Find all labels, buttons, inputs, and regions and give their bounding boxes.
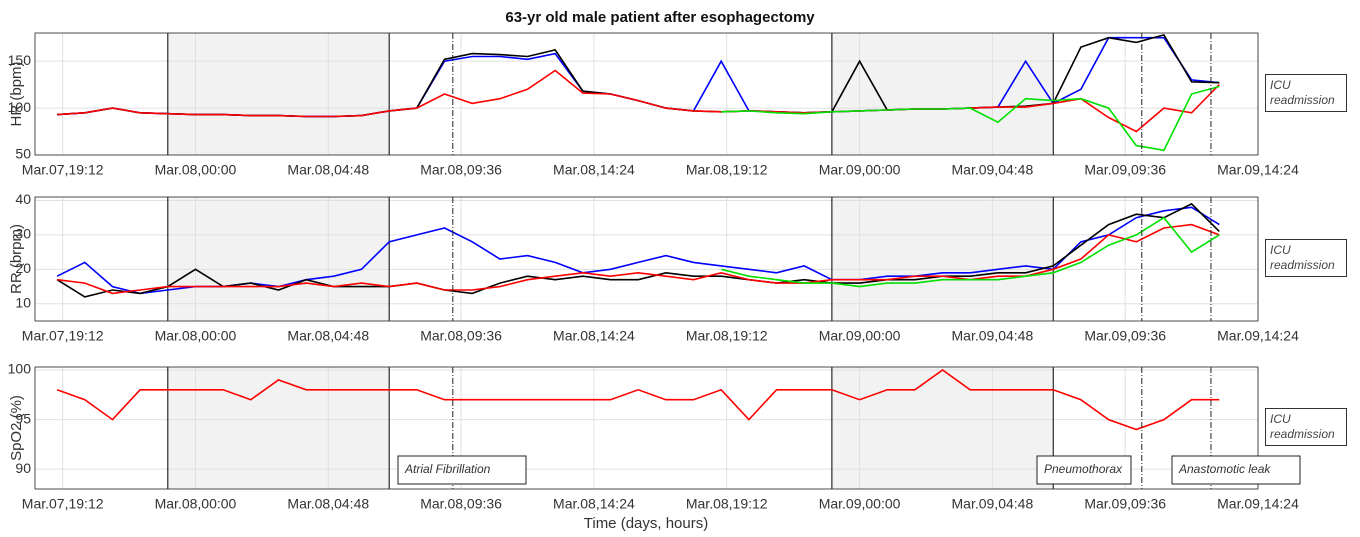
y-tick-label: 20 (15, 260, 31, 276)
x-tick-label: Mar.08,09:36 (420, 328, 502, 344)
x-tick-label: Mar.08,00:00 (155, 328, 237, 344)
y-tick-label: 50 (15, 146, 31, 162)
night-shade (831, 197, 1054, 321)
x-tick-label: Mar.08,19:12 (686, 496, 768, 512)
night-shade (831, 367, 1054, 489)
x-tick-label: Mar.08,00:00 (155, 496, 237, 512)
side-note: ICU readmission (1265, 74, 1347, 112)
series-line (721, 85, 1220, 152)
x-tick-label: Mar.07,19:12 (22, 328, 104, 344)
y-axis-label: SpO2 (%) (8, 395, 25, 461)
x-tick-label: Mar.09,04:48 (952, 328, 1034, 344)
x-tick-label: Mar.08,09:36 (420, 162, 502, 178)
night-shade (831, 33, 1054, 155)
plot-frame (34, 32, 1259, 156)
y-tick-label: 150 (8, 52, 32, 68)
chart-title: 63-yr old male patient after esophagecto… (505, 9, 815, 26)
x-tick-label: Mar.08,14:24 (553, 496, 635, 512)
series-line (56, 202, 1220, 298)
x-tick-label: Mar.08,00:00 (155, 162, 237, 178)
x-tick-label: Mar.09,00:00 (819, 496, 901, 512)
x-tick-label: Mar.08,19:12 (686, 162, 768, 178)
x-tick-label: Mar.09,14:24 (1217, 328, 1299, 344)
annotation-box (397, 455, 527, 485)
x-tick-label: Mar.08,14:24 (553, 328, 635, 344)
x-tick-label: Mar.09,00:00 (819, 162, 901, 178)
x-tick-label: Mar.08,04:48 (287, 162, 369, 178)
x-tick-label: Mar.09,00:00 (819, 328, 901, 344)
y-tick-label: 100 (8, 361, 32, 377)
y-axis-label: RR (brpm) (8, 224, 25, 294)
side-note: ICU readmission (1265, 408, 1347, 446)
x-tick-label: Mar.07,19:12 (22, 496, 104, 512)
x-tick-label: Mar.07,19:12 (22, 162, 104, 178)
x-tick-label: Mar.08,14:24 (553, 162, 635, 178)
night-shade (167, 367, 390, 489)
x-tick-label: Mar.09,14:24 (1217, 162, 1299, 178)
annotation-box (1171, 455, 1301, 485)
series-line (56, 369, 1220, 431)
x-tick-label: Mar.09,04:48 (952, 496, 1034, 512)
night-shade (167, 33, 390, 155)
y-tick-label: 10 (15, 294, 31, 310)
y-tick-label: 100 (8, 99, 32, 115)
x-tick-label: Mar.09,09:36 (1084, 162, 1166, 178)
annotation: Pneumothorax (1044, 462, 1123, 476)
x-tick-label: Mar.09,04:48 (952, 162, 1034, 178)
plot-frame (34, 366, 1259, 490)
series-line (57, 69, 1220, 133)
annotation-box (1036, 455, 1132, 485)
side-note: ICU readmission (1265, 239, 1347, 277)
y-tick-label: 90 (15, 460, 31, 476)
x-tick-label: Mar.08,04:48 (287, 496, 369, 512)
x-tick-label: Mar.08,09:36 (420, 496, 502, 512)
y-tick-label: 30 (15, 226, 31, 242)
y-axis-label: HR (bpm) (8, 61, 25, 126)
y-tick-label: 40 (15, 191, 31, 207)
x-tick-label: Mar.09,09:36 (1084, 328, 1166, 344)
plot-frame (34, 196, 1259, 322)
x-tick-label: Mar.09,14:24 (1217, 496, 1299, 512)
x-axis-label: Time (days, hours) (584, 515, 708, 532)
x-tick-label: Mar.08,19:12 (686, 328, 768, 344)
y-tick-label: 95 (15, 410, 31, 426)
annotation: Atrial Fibrillation (404, 462, 491, 476)
annotation: Anastomotic leak (1178, 462, 1271, 476)
x-tick-label: Mar.09,09:36 (1084, 496, 1166, 512)
series-line (721, 216, 1220, 288)
night-shade (167, 197, 390, 321)
x-tick-label: Mar.08,04:48 (287, 328, 369, 344)
